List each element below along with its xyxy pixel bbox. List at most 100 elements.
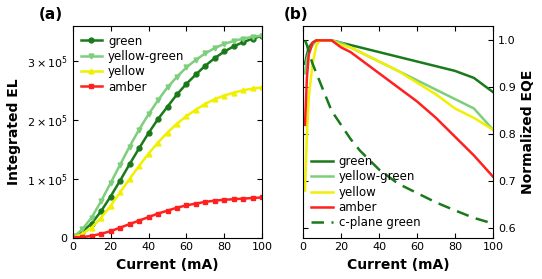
green — [395, 55, 401, 58]
amber — [302, 123, 308, 127]
amber — [347, 50, 354, 54]
yellow — [136, 164, 143, 168]
amber — [306, 53, 312, 56]
amber — [414, 100, 420, 103]
yellow — [357, 50, 363, 54]
amber — [433, 116, 439, 119]
amber — [328, 39, 335, 42]
yellow — [212, 97, 218, 101]
yellow — [164, 131, 171, 134]
green — [317, 39, 324, 42]
yellow — [71, 235, 78, 239]
yellow-green — [98, 199, 104, 203]
green — [240, 40, 247, 44]
green — [347, 43, 354, 47]
c-plane green — [451, 209, 458, 212]
yellow — [309, 62, 316, 66]
green — [98, 210, 104, 213]
yellow — [317, 39, 324, 42]
green — [136, 147, 143, 150]
yellow-green — [88, 216, 95, 219]
amber — [231, 198, 237, 201]
yellow — [259, 86, 266, 89]
green — [313, 39, 320, 42]
amber — [470, 154, 477, 157]
green — [145, 131, 152, 135]
yellow-green — [322, 39, 329, 42]
yellow-green — [174, 75, 180, 78]
yellow-green — [306, 50, 312, 54]
yellow-green — [433, 88, 439, 91]
green — [366, 48, 373, 51]
green — [328, 39, 335, 42]
amber — [202, 200, 209, 203]
green — [231, 45, 237, 48]
yellow — [306, 95, 312, 98]
yellow — [107, 204, 114, 208]
green — [155, 117, 162, 121]
yellow — [376, 60, 382, 63]
amber — [357, 57, 363, 61]
yellow — [79, 232, 85, 236]
yellow-green — [414, 79, 420, 82]
yellow-green — [240, 37, 247, 40]
c-plane green — [306, 50, 312, 54]
yellow-green — [145, 113, 152, 116]
yellow-green — [164, 86, 171, 89]
amber — [212, 199, 218, 202]
yellow-green — [304, 57, 310, 61]
Line: c-plane green: c-plane green — [305, 40, 493, 223]
yellow — [126, 177, 133, 181]
amber — [317, 39, 324, 42]
yellow-green — [259, 34, 266, 37]
green — [306, 46, 312, 49]
green — [322, 39, 329, 42]
c-plane green — [395, 182, 401, 185]
green — [126, 163, 133, 166]
c-plane green — [313, 71, 320, 75]
amber — [155, 212, 162, 215]
c-plane green — [433, 201, 439, 204]
yellow-green — [136, 128, 143, 131]
Y-axis label: Integrated EL: Integrated EL — [7, 79, 21, 185]
amber — [259, 196, 266, 199]
c-plane green — [470, 216, 477, 220]
green — [79, 230, 85, 234]
c-plane green — [302, 39, 308, 42]
green — [302, 62, 308, 66]
c-plane green — [414, 191, 420, 195]
Line: yellow-green: yellow-green — [305, 40, 493, 129]
Text: (a): (a) — [38, 7, 62, 22]
green — [451, 69, 458, 73]
green — [202, 64, 209, 67]
c-plane green — [304, 43, 310, 47]
yellow-green — [202, 52, 209, 55]
yellow — [302, 189, 308, 192]
amber — [322, 39, 329, 42]
amber — [313, 39, 320, 42]
yellow-green — [317, 39, 324, 42]
amber — [126, 222, 133, 226]
green — [212, 56, 218, 60]
Line: yellow: yellow — [305, 40, 493, 191]
yellow — [202, 102, 209, 105]
yellow — [347, 46, 354, 49]
c-plane green — [322, 95, 329, 98]
yellow-green — [395, 69, 401, 73]
amber — [183, 204, 190, 207]
green — [259, 34, 266, 37]
amber — [79, 235, 85, 239]
yellow-green — [451, 97, 458, 101]
green — [489, 90, 496, 94]
Legend: green, yellow-green, yellow, amber: green, yellow-green, yellow, amber — [79, 32, 187, 96]
amber — [395, 86, 401, 89]
yellow — [155, 141, 162, 144]
yellow-green — [117, 163, 124, 167]
Line: amber: amber — [305, 40, 493, 177]
yellow — [470, 116, 477, 119]
green — [414, 60, 420, 63]
c-plane green — [309, 62, 316, 66]
c-plane green — [328, 109, 335, 112]
yellow — [193, 108, 199, 111]
Text: (b): (b) — [284, 7, 309, 22]
